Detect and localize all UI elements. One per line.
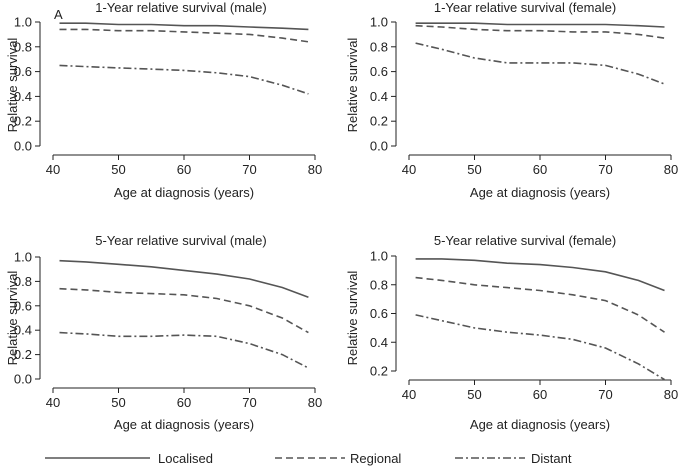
y-tick-label: 0.0 xyxy=(370,139,388,154)
x-tick-label: 50 xyxy=(111,395,125,410)
y-tick-label: 0.0 xyxy=(14,139,32,154)
x-tick-label: 80 xyxy=(664,387,678,402)
y-tick-label: 0.8 xyxy=(14,274,32,289)
x-tick-label: 70 xyxy=(242,395,256,410)
x-tick-label: 60 xyxy=(177,162,191,177)
y-tick-label: 0.2 xyxy=(370,364,388,379)
x-tick-label: 60 xyxy=(533,387,547,402)
chart-title: 5-Year relative survival (male) xyxy=(95,233,266,248)
y-tick-label: 0.6 xyxy=(370,306,388,321)
y-tick-label: 0.2 xyxy=(14,114,32,129)
y-tick-label: 0.8 xyxy=(14,39,32,54)
x-tick-label: 80 xyxy=(308,395,322,410)
chart-panel-3: 5-Year relative survival (male) Age at d… xyxy=(5,233,322,432)
x-tick-label: 70 xyxy=(598,387,612,402)
y-tick-label: 0.8 xyxy=(370,277,388,292)
y-axis-label: Relative survival xyxy=(5,38,20,133)
x-tick-label: 50 xyxy=(467,387,481,402)
y-axis-label: Relative survival xyxy=(345,38,360,133)
y-tick-label: 1.0 xyxy=(370,249,388,264)
series-line-distant xyxy=(59,331,309,369)
series-line-distant xyxy=(415,314,665,381)
y-tick-label: 0.6 xyxy=(370,64,388,79)
y-tick-label: 0.0 xyxy=(14,372,32,387)
chart-panel-2: 1-Year relative survival (female) Age at… xyxy=(345,0,678,200)
x-axis-label: Age at diagnosis (years) xyxy=(114,417,254,432)
series-line-regional xyxy=(59,287,309,334)
x-axis-label: Age at diagnosis (years) xyxy=(470,417,610,432)
y-tick-label: 1.0 xyxy=(370,15,388,30)
y-tick-label: 0.4 xyxy=(370,335,388,350)
chart-title: 1-Year relative survival (female) xyxy=(434,0,616,15)
y-axis-label: Relative survival xyxy=(5,271,20,366)
y-tick-label: 0.2 xyxy=(14,347,32,362)
legend-label-distant: Distant xyxy=(531,451,572,466)
y-tick-label: 1.0 xyxy=(14,15,32,30)
x-axis-label: Age at diagnosis (years) xyxy=(114,185,254,200)
y-axis-label: Relative survival xyxy=(345,271,360,366)
x-tick-label: 40 xyxy=(46,162,60,177)
series-line-localised xyxy=(59,22,309,31)
y-tick-label: 0.8 xyxy=(370,39,388,54)
x-axis-label: Age at diagnosis (years) xyxy=(470,185,610,200)
series-line-distant xyxy=(59,64,309,95)
series-line-localised xyxy=(415,258,665,292)
y-tick-label: 0.4 xyxy=(14,89,32,104)
series-line-distant xyxy=(415,42,665,85)
series-line-regional xyxy=(59,28,309,43)
x-tick-label: 40 xyxy=(46,395,60,410)
y-tick-label: 0.4 xyxy=(370,89,388,104)
y-tick-label: 0.2 xyxy=(370,114,388,129)
x-tick-label: 60 xyxy=(533,162,547,177)
chart-title: 1-Year relative survival (male) xyxy=(95,0,266,15)
x-tick-label: 70 xyxy=(242,162,256,177)
y-tick-label: 0.6 xyxy=(14,298,32,313)
panel-letter: A xyxy=(54,7,63,22)
series-line-regional xyxy=(415,24,665,39)
series-line-localised xyxy=(59,259,309,299)
chart-title: 5-Year relative survival (female) xyxy=(434,233,616,248)
x-tick-label: 40 xyxy=(402,387,416,402)
x-tick-label: 70 xyxy=(598,162,612,177)
series-line-localised xyxy=(415,22,665,28)
x-tick-label: 40 xyxy=(402,162,416,177)
y-tick-label: 0.4 xyxy=(14,323,32,338)
legend: Localised Regional Distant xyxy=(45,451,572,466)
x-tick-label: 50 xyxy=(111,162,125,177)
x-tick-label: 60 xyxy=(177,395,191,410)
chart-panel-4: 5-Year relative survival (female) Age at… xyxy=(345,233,678,432)
chart-panel-1: 1-Year relative survival (male) Age at d… xyxy=(5,0,322,200)
x-tick-label: 80 xyxy=(664,162,678,177)
series-line-regional xyxy=(415,276,665,333)
y-tick-label: 0.6 xyxy=(14,64,32,79)
legend-label-regional: Regional xyxy=(350,451,401,466)
x-tick-label: 50 xyxy=(467,162,481,177)
y-tick-label: 1.0 xyxy=(14,250,32,265)
legend-label-localised: Localised xyxy=(158,451,213,466)
x-tick-label: 80 xyxy=(308,162,322,177)
